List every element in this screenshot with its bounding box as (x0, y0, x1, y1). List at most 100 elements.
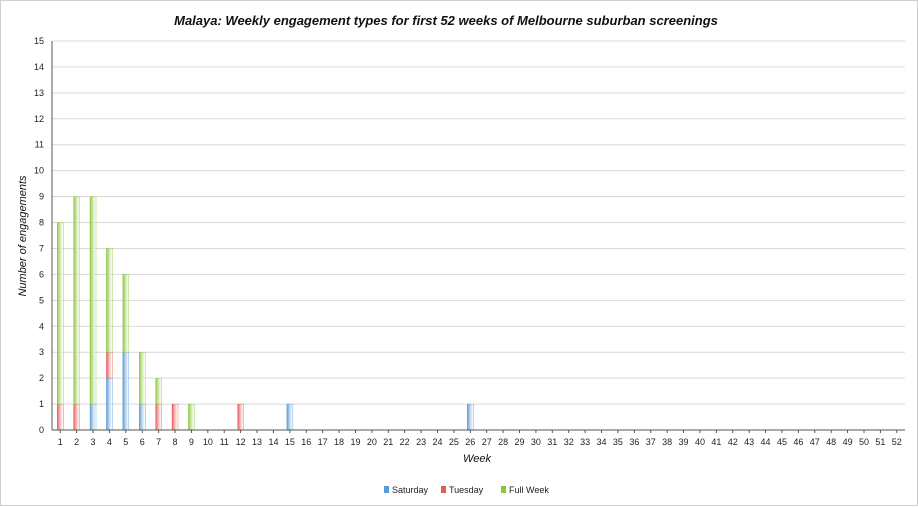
x-tick-label: 5 (123, 437, 128, 447)
y-tick-label: 7 (39, 243, 44, 253)
y-tick-label: 15 (34, 36, 44, 46)
bar-tuesday-week-2 (73, 403, 80, 431)
bar-saturday-week-4 (106, 377, 113, 431)
x-tick-label: 51 (875, 437, 885, 447)
x-tick-label: 35 (613, 437, 623, 447)
x-tick-label: 18 (334, 437, 344, 447)
legend-swatch-tuesday (441, 486, 446, 493)
x-tick-label: 11 (220, 437, 229, 447)
x-tick-label: 21 (383, 437, 393, 447)
x-tick-label: 37 (646, 437, 656, 447)
x-tick-label: 23 (416, 437, 426, 447)
y-tick-label: 8 (39, 218, 44, 228)
x-tick-label: 30 (531, 437, 541, 447)
x-tick-label: 34 (597, 437, 607, 447)
x-tick-label: 22 (400, 437, 410, 447)
legend-swatch-saturday (384, 486, 389, 493)
x-tick-label: 38 (662, 437, 672, 447)
x-tick-label: 33 (580, 437, 590, 447)
x-tick-label: 52 (892, 437, 902, 447)
x-tick-label: 14 (268, 437, 278, 447)
y-tick-label: 11 (35, 140, 44, 150)
x-tick-label: 9 (189, 437, 194, 447)
x-tick-label: 47 (810, 437, 820, 447)
x-tick-label: 2 (74, 437, 79, 447)
x-tick-label: 32 (564, 437, 574, 447)
bar-tuesday-week-1 (57, 403, 64, 431)
x-tick-label: 19 (350, 437, 360, 447)
chart-title: Malaya: Weekly engagement types for firs… (174, 13, 718, 28)
x-tick-label: 7 (156, 437, 161, 447)
x-tick-label: 12 (236, 437, 246, 447)
x-tick-label: 27 (482, 437, 492, 447)
bar-saturday-week-6 (139, 403, 146, 431)
x-tick-label: 50 (859, 437, 869, 447)
x-tick-label: 3 (91, 437, 96, 447)
bar-tuesday-week-4 (106, 352, 113, 379)
y-tick-label: 10 (34, 166, 44, 176)
y-tick-label: 12 (34, 114, 44, 124)
bar-full-week-week-6 (139, 352, 146, 405)
y-tick-label: 0 (39, 425, 44, 435)
bar-full-week-week-4 (106, 248, 113, 353)
x-tick-label: 31 (547, 437, 557, 447)
gridlines (52, 40, 905, 405)
x-tick-label: 10 (203, 437, 213, 447)
legend-label-saturday: Saturday (392, 485, 429, 495)
legend-swatch-full-week (501, 486, 506, 493)
axes (51, 41, 905, 431)
y-tick-label: 2 (39, 373, 44, 383)
bar-full-week-week-1 (57, 222, 64, 405)
x-tick-label: 42 (728, 437, 738, 447)
y-tick-label: 13 (34, 88, 44, 98)
y-tick-label: 6 (39, 269, 44, 279)
x-tick-label: 15 (285, 437, 295, 447)
bar-full-week-week-2 (73, 196, 80, 405)
x-tick-label: 44 (761, 437, 771, 447)
x-tick-label: 25 (449, 437, 459, 447)
x-tick-label: 49 (843, 437, 853, 447)
x-tick-label: 17 (318, 437, 328, 447)
x-tick-label: 24 (432, 437, 442, 447)
x-tick-label: 45 (777, 437, 787, 447)
bar-tuesday-week-12 (237, 403, 244, 431)
y-axis-label: Number of engagements (17, 175, 29, 297)
bar-full-week-week-3 (89, 196, 97, 405)
x-tick-label: 41 (711, 437, 721, 447)
bar-saturday-week-26 (467, 403, 474, 431)
bar-saturday-week-15 (286, 403, 294, 431)
x-tick-label: 28 (498, 437, 508, 447)
x-tick-label: 40 (695, 437, 705, 447)
legend-label-full-week: Full Week (509, 485, 549, 495)
y-tick-label: 5 (39, 295, 44, 305)
y-tick-label: 14 (34, 62, 44, 72)
x-tick-label: 43 (744, 437, 754, 447)
bar-tuesday-week-7 (155, 403, 162, 431)
x-tick-label: 36 (629, 437, 639, 447)
bar-tuesday-week-8 (171, 403, 179, 431)
x-tick-labels: 1 2 3 4 5 6 7 8 9 10 11 12 13 14 15 16 17 18 19 20 21 22 23 24 2… (58, 430, 902, 447)
bar-saturday-week-3 (89, 403, 97, 431)
y-tick-label: 1 (39, 399, 44, 409)
x-tick-label: 4 (107, 437, 112, 447)
x-tick-label: 1 (58, 437, 63, 447)
bar-full-week-week-9 (188, 403, 195, 431)
x-tick-label: 20 (367, 437, 377, 447)
bar-saturday-week-5 (122, 352, 130, 431)
x-tick-label: 16 (301, 437, 311, 447)
x-tick-label: 13 (252, 437, 262, 447)
x-tick-label: 48 (826, 437, 836, 447)
x-tick-label: 8 (173, 437, 178, 447)
y-tick-label: 3 (39, 347, 44, 357)
x-tick-label: 6 (140, 437, 145, 447)
bar-full-week-week-7 (155, 377, 162, 405)
bars (57, 196, 474, 431)
legend: Saturday Tuesday Full Week (384, 485, 549, 495)
x-tick-label: 46 (793, 437, 803, 447)
bar-full-week-week-5 (122, 274, 130, 353)
x-axis-label: Week (463, 453, 491, 465)
y-tick-label: 4 (39, 321, 44, 331)
